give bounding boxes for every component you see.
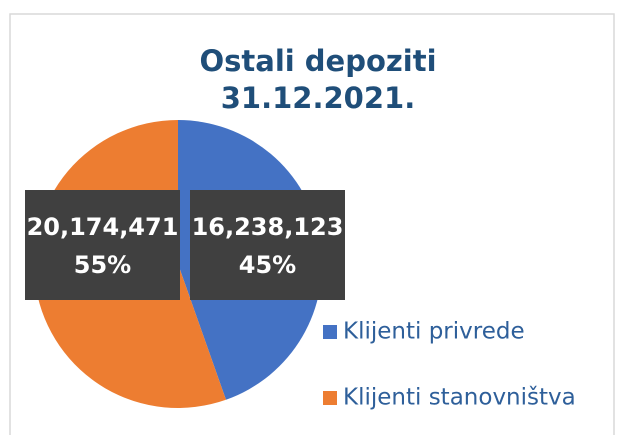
legend-swatch: [323, 391, 337, 405]
data-label-percent: 45%: [239, 251, 296, 279]
legend-swatch: [323, 325, 337, 339]
chart-title: Ostali depoziti: [199, 44, 436, 78]
legend-label: Klijenti stanovništva: [343, 385, 576, 411]
data-label-percent: 55%: [74, 251, 131, 279]
data-label-box: [190, 190, 345, 300]
data-label-box: [25, 190, 180, 300]
legend-label: Klijenti privrede: [343, 319, 525, 345]
data-label: 16,238,123: [192, 213, 344, 241]
chart-title: 31.12.2021.: [221, 81, 415, 115]
data-label: 20,174,471: [27, 213, 179, 241]
